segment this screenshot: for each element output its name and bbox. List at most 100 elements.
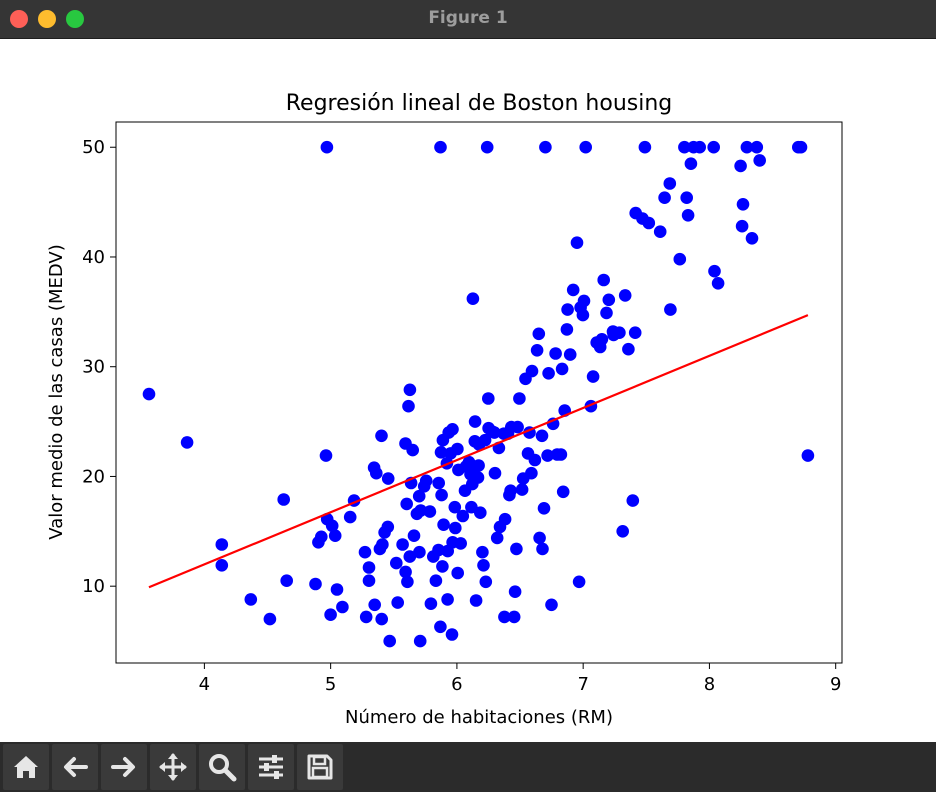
y-tick-label: 50 — [82, 137, 105, 158]
data-point-192 — [711, 277, 725, 290]
arrow-left-icon — [64, 757, 88, 777]
data-point-26 — [368, 598, 382, 612]
data-point-0 — [142, 387, 156, 401]
data-point-198 — [750, 140, 764, 154]
y-tick-label: 10 — [82, 576, 105, 597]
data-point-154 — [572, 575, 586, 589]
data-point-123 — [513, 392, 526, 405]
data-point-134 — [533, 531, 546, 545]
data-point-99 — [476, 545, 489, 559]
data-point-74 — [445, 628, 459, 641]
data-point-157 — [577, 294, 591, 308]
data-point-5 — [263, 612, 277, 626]
data-point-50 — [412, 489, 426, 503]
data-point-70 — [441, 593, 454, 606]
data-point-42 — [401, 575, 414, 589]
data-point-139 — [541, 449, 554, 462]
y-axis-label: Valor medio de las casas (MEDV) — [46, 244, 67, 539]
data-point-100 — [477, 559, 490, 572]
data-point-137 — [537, 502, 551, 515]
data-point-17 — [330, 583, 344, 596]
data-point-101 — [478, 433, 492, 447]
data-point-22 — [359, 610, 373, 624]
data-point-143 — [549, 347, 562, 360]
data-point-18 — [336, 600, 349, 614]
data-point-16 — [328, 529, 342, 542]
data-point-109 — [490, 531, 504, 545]
data-point-130 — [525, 364, 539, 378]
data-point-173 — [626, 494, 640, 507]
scatter-plot: Regresión lineal de Boston housing 4 5 6 7 8… — [46, 91, 843, 728]
data-point-56 — [423, 505, 437, 518]
data-point-158 — [579, 140, 592, 154]
data-point-8 — [309, 577, 322, 591]
data-point-171 — [618, 289, 632, 302]
data-point-36 — [390, 556, 403, 570]
data-point-186 — [681, 209, 695, 222]
zoom-window-button[interactable] — [66, 10, 84, 28]
data-point-122 — [511, 420, 524, 434]
data-point-149 — [560, 323, 574, 336]
data-point-43 — [402, 399, 415, 413]
x-tick-label: 7 — [577, 674, 588, 695]
pan-button[interactable] — [150, 744, 196, 790]
data-point-181 — [663, 177, 677, 190]
data-point-193 — [734, 159, 747, 173]
save-button[interactable] — [297, 744, 343, 790]
data-point-15 — [325, 519, 339, 533]
data-point-146 — [555, 362, 569, 376]
sliders-icon — [259, 755, 283, 779]
data-point-68 — [437, 518, 450, 531]
home-icon — [14, 756, 38, 778]
data-point-86 — [462, 455, 476, 469]
data-point-145 — [554, 448, 568, 461]
data-point-12 — [320, 140, 334, 154]
data-point-138 — [539, 140, 552, 154]
data-point-184 — [678, 140, 691, 154]
data-point-75 — [446, 423, 459, 436]
arrow-right-icon — [111, 757, 135, 777]
close-window-button[interactable] — [10, 10, 28, 28]
data-point-178 — [642, 216, 656, 230]
chart-title: Regresión lineal de Boston housing — [286, 91, 673, 116]
data-point-183 — [673, 252, 687, 266]
data-point-62 — [434, 620, 447, 634]
x-tick-label: 6 — [451, 674, 462, 695]
data-point-104 — [482, 392, 495, 405]
x-tick-label: 4 — [199, 674, 210, 695]
x-tick-label: 5 — [325, 674, 336, 695]
data-point-180 — [658, 191, 671, 204]
data-point-33 — [381, 520, 395, 534]
configure-subplots-button[interactable] — [248, 744, 294, 790]
data-point-169 — [613, 326, 626, 340]
navigation-toolbar — [0, 742, 936, 792]
data-point-199 — [753, 154, 766, 167]
data-point-38 — [396, 538, 409, 551]
back-button[interactable] — [52, 744, 98, 790]
data-point-29 — [375, 429, 388, 443]
x-axis-label: Número de habitaciones (RM) — [345, 707, 613, 728]
data-point-113 — [498, 610, 511, 624]
data-point-136 — [536, 542, 549, 556]
data-point-96 — [472, 459, 485, 472]
forward-button[interactable] — [101, 744, 147, 790]
data-point-31 — [376, 538, 389, 551]
data-point-107 — [488, 426, 501, 439]
data-point-10 — [315, 530, 328, 544]
data-point-166 — [602, 293, 616, 307]
data-point-64 — [434, 446, 448, 459]
data-point-165 — [600, 306, 613, 320]
figure-canvas: Regresión lineal de Boston housing 4 5 6 7 8… — [0, 39, 936, 742]
data-point-53 — [414, 504, 428, 517]
data-point-190 — [707, 140, 720, 154]
data-point-45 — [403, 383, 417, 397]
move-icon — [159, 753, 187, 781]
regression-line — [148, 314, 809, 589]
home-button[interactable] — [3, 744, 49, 790]
data-point-132 — [530, 344, 544, 357]
minimize-window-button[interactable] — [38, 10, 56, 28]
data-point-150 — [561, 303, 574, 316]
data-point-14 — [324, 608, 337, 621]
zoom-button[interactable] — [199, 744, 245, 790]
data-point-196 — [740, 140, 754, 154]
